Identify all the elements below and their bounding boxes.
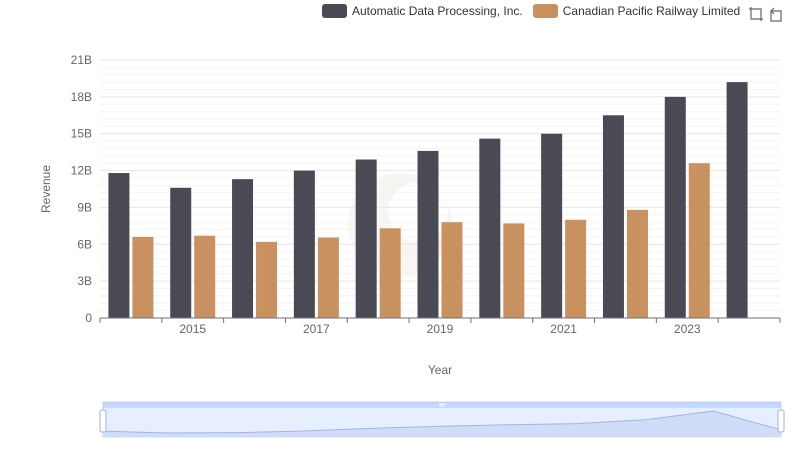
- legend-swatch-cp: [532, 4, 558, 18]
- legend-swatch-adp: [322, 4, 347, 18]
- y-tick-label: 6B: [77, 237, 92, 251]
- bar-adp[interactable]: [417, 150, 439, 318]
- tick-labels: 0 3B 6B 9B 12B 15B 18B 21B 2015 2017 2019 2021 2023: [71, 53, 701, 336]
- bar-adp[interactable]: [541, 133, 563, 318]
- x-tick-label: 2019: [427, 322, 454, 336]
- zoom-reset-icon[interactable]: [768, 6, 784, 22]
- legend-item-cp[interactable]: Canadian Pacific Railway Limited: [532, 4, 741, 18]
- axes: [99, 317, 781, 323]
- bar-adp[interactable]: [479, 138, 501, 318]
- bar-cp[interactable]: [626, 209, 648, 318]
- bar-adp[interactable]: [726, 82, 748, 318]
- bar-adp[interactable]: [293, 170, 315, 318]
- bar-cp[interactable]: [503, 223, 525, 318]
- y-tick-label: 12B: [71, 164, 92, 178]
- bar-cp[interactable]: [194, 235, 216, 318]
- x-axis-label: Year: [428, 363, 452, 377]
- data-zoom-handle-end[interactable]: [777, 409, 785, 433]
- bar-adp[interactable]: [664, 96, 686, 318]
- data-zoom-selection[interactable]: [103, 402, 781, 437]
- bar-cp[interactable]: [132, 236, 154, 318]
- bar-adp[interactable]: [602, 115, 624, 319]
- y-tick-label: 0: [85, 311, 92, 325]
- y-tick-label: 9B: [77, 200, 92, 214]
- legend-label-adp: Automatic Data Processing, Inc.: [352, 4, 523, 18]
- bar-cp[interactable]: [441, 222, 463, 318]
- y-tick-label: 18B: [71, 90, 92, 104]
- bars: [108, 82, 748, 319]
- toolbox: [748, 6, 788, 22]
- bar-cp[interactable]: [317, 237, 339, 318]
- bar-adp[interactable]: [232, 179, 254, 318]
- legend-item-adp[interactable]: Automatic Data Processing, Inc.: [322, 4, 523, 18]
- bar-cp[interactable]: [688, 163, 710, 318]
- x-tick-label: 2023: [674, 322, 701, 336]
- zoom-icon[interactable]: [748, 6, 764, 22]
- data-zoom-slider[interactable]: [99, 401, 785, 438]
- bar-adp[interactable]: [355, 159, 377, 318]
- x-tick-label: 2021: [550, 322, 577, 336]
- bar-cp[interactable]: [379, 228, 401, 318]
- data-zoom-preview-line: [102, 410, 782, 434]
- y-tick-label: 21B: [71, 53, 92, 67]
- y-tick-label: 15B: [71, 127, 92, 141]
- bar-adp[interactable]: [170, 187, 192, 318]
- x-tick-label: 2015: [179, 322, 206, 336]
- legend-label-cp: Canadian Pacific Railway Limited: [562, 4, 741, 18]
- data-zoom-handle-start[interactable]: [99, 409, 107, 433]
- legend: Automatic Data Processing, Inc. Canadian…: [322, 4, 750, 18]
- x-tick-label: 2017: [303, 322, 330, 336]
- bar-adp[interactable]: [108, 173, 130, 318]
- y-axis-label: Revenue: [39, 165, 53, 213]
- bar-cp[interactable]: [256, 241, 278, 318]
- data-zoom-area: [103, 411, 781, 437]
- bar-cp[interactable]: [565, 219, 587, 318]
- y-tick-label: 3B: [77, 274, 92, 288]
